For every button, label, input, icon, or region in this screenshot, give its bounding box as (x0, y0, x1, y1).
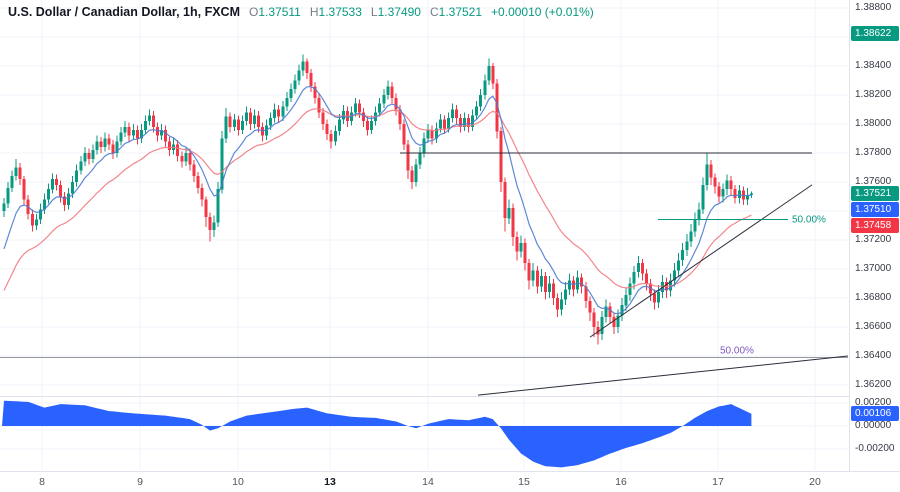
time-axis-label: 9 (137, 476, 143, 488)
low-label: L (370, 5, 378, 19)
ohlc-low: L1.37490 (371, 5, 421, 19)
time-axis[interactable]: 8 9 10 13 14 15 16 17 20 (0, 471, 900, 492)
indicator-axis-label: -0.00200 (855, 443, 895, 454)
indicator-badge: 0.00106 (851, 406, 899, 422)
price-axis-label: 1.37600 (855, 176, 892, 187)
panel-separator (0, 396, 900, 397)
price-change: +0.00010 (+0.01%) (491, 5, 594, 19)
time-axis-label: 8 (39, 476, 45, 488)
time-axis-label: 15 (518, 476, 530, 488)
candles-series (2, 54, 753, 345)
ohlc-high: H1.37533 (310, 5, 362, 19)
price-axis-label: 1.38200 (855, 89, 892, 100)
high-label: H (309, 5, 319, 19)
price-axis-label: 1.37000 (855, 263, 892, 274)
price-axis-label: 1.37200 (855, 234, 892, 245)
open-value: 1.37511 (258, 5, 301, 19)
price-axis-label: 1.38400 (855, 60, 892, 71)
candlestick-chart[interactable]: 50.00% 50.00% (0, 0, 850, 471)
time-axis-label: 20 (809, 476, 821, 488)
price-axis-label: 1.36600 (855, 321, 892, 332)
fib-50-label-purple: 50.00% (720, 346, 754, 357)
indicator-axis-label: 0.00000 (855, 420, 892, 431)
high-value: 1.37533 (318, 5, 362, 19)
price-axis-label: 1.36800 (855, 292, 892, 303)
ma-fast-line[interactable] (3, 86, 752, 315)
close-label: C (429, 5, 439, 19)
price-badge: 1.37458 (851, 218, 899, 233)
ohlc-open: O1.37511 (249, 5, 301, 19)
price-axis-label: 1.36400 (855, 350, 892, 361)
price-axis-label: 1.38800 (855, 2, 892, 13)
price-axis-label: 1.36200 (855, 379, 892, 390)
price-badge: 1.37521 (851, 186, 899, 201)
long-trendline[interactable] (477, 355, 849, 396)
price-axis-label: 1.37800 (855, 147, 892, 158)
open-label: O (249, 5, 259, 19)
time-axis-label: 14 (422, 476, 434, 488)
symbol-title[interactable]: U.S. Dollar / Canadian Dollar, 1h, FXCM (8, 5, 240, 19)
time-axis-label: 10 (232, 476, 244, 488)
ohlc-close: C1.37521 (430, 5, 482, 19)
time-axis-label: 13 (324, 476, 336, 488)
time-axis-label: 17 (712, 476, 724, 488)
low-value: 1.37490 (377, 5, 421, 19)
price-badge: 1.38622 (851, 26, 899, 42)
fib-50-label-teal: 50.00% (792, 215, 826, 226)
price-badge: 1.37510 (851, 202, 899, 217)
price-axis[interactable]: 1.38800 1.38400 1.38200 1.38000 1.37800 1.376… (849, 0, 900, 471)
close-value: 1.37521 (438, 5, 483, 19)
indicator-area (2, 400, 752, 468)
symbol-legend[interactable]: U.S. Dollar / Canadian Dollar, 1h, FXCM … (8, 5, 594, 19)
indicator-axis-label: 0.00200 (855, 397, 892, 408)
time-axis-label: 16 (615, 476, 627, 488)
price-axis-label: 1.38000 (855, 118, 892, 129)
ascending-trendline[interactable] (589, 184, 813, 338)
